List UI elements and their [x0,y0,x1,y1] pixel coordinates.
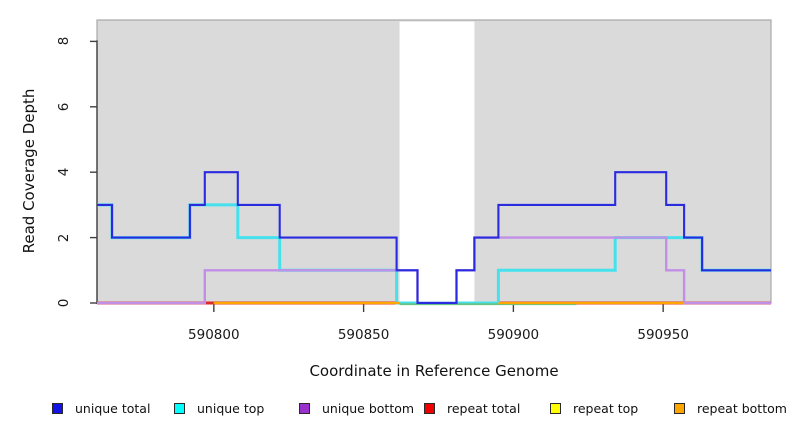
x-tick-label: 590800 [188,327,240,343]
legend-item-unique-top: unique top [174,400,264,416]
legend-label: repeat bottom [697,400,787,416]
y-axis-title: Read Coverage Depth [20,88,38,254]
legend-item-unique-bottom: unique bottom [299,400,414,416]
legend-swatch-repeat-total [424,402,435,414]
legend-label: repeat top [573,400,639,416]
y-tick-label: 6 [56,102,72,112]
legend-swatch-unique-bottom [299,402,310,414]
legend-swatch-repeat-bottom [674,402,685,414]
unique-total-line [97,171,771,305]
legend-label: unique top [197,400,265,416]
uncovered-gap-region [399,21,475,304]
y-tick-label: 8 [56,37,72,46]
x-tick-label: 590850 [337,327,390,343]
legend-item-repeat-bottom: repeat bottom [674,400,787,416]
legend-item-repeat-total: repeat total [424,400,520,416]
legend-swatch-repeat-top [550,402,561,414]
x-tick-label: 590950 [637,327,689,343]
legend-label: repeat total [447,400,521,416]
y-tick-label: 4 [56,167,72,177]
legend-swatch-unique-total [52,402,63,414]
legend-label: unique total [75,400,151,416]
x-axis-title: Coordinate in Reference Genome [309,362,559,380]
x-tick-label: 590900 [487,327,540,343]
y-tick-label: 0 [56,298,72,308]
y-tick-label: 2 [56,233,72,242]
legend-label: unique bottom [322,400,415,416]
legend-swatch-unique-top [174,402,185,414]
legend-item-repeat-top: repeat top [550,400,638,416]
legend-item-unique-total: unique total [52,400,150,416]
